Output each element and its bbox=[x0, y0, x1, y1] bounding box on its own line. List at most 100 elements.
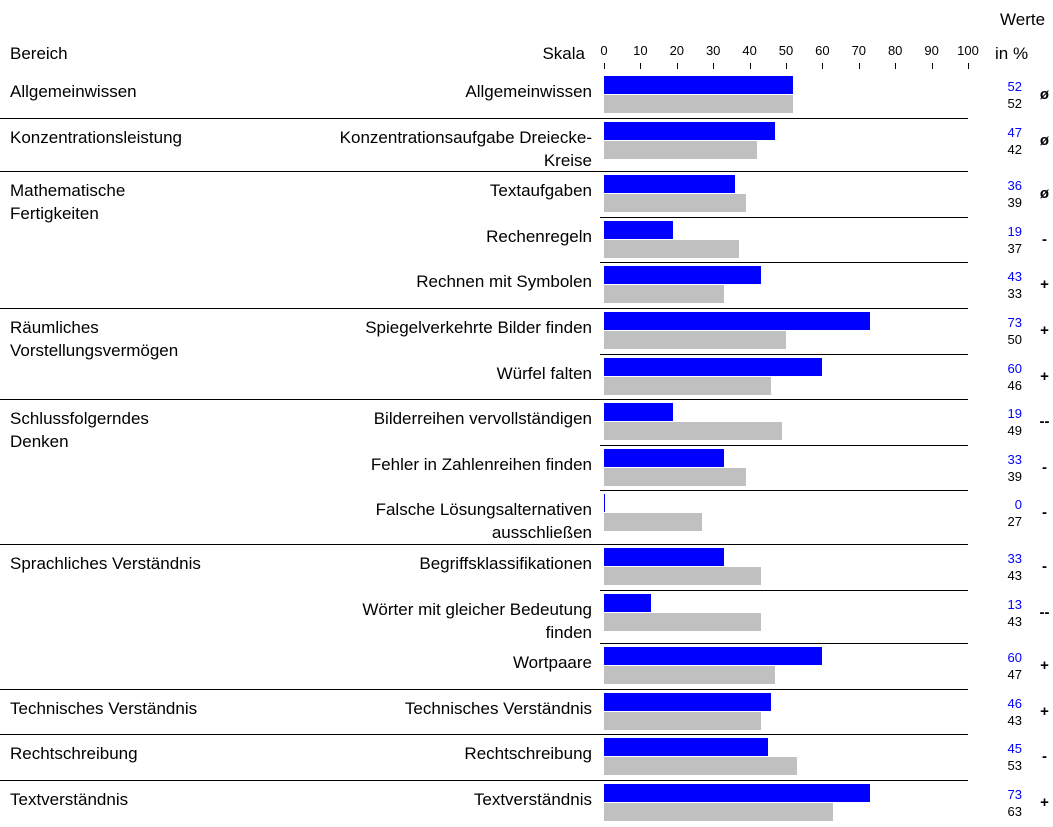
x-tick bbox=[604, 63, 605, 69]
x-tick-label: 10 bbox=[633, 43, 648, 58]
reference-label: 46 bbox=[1007, 377, 1022, 393]
reference-label: 43 bbox=[1007, 613, 1022, 629]
value-label: 19 bbox=[1007, 223, 1022, 239]
scale-label: Allgemeinwissen bbox=[465, 82, 592, 101]
value-label: 47 bbox=[1007, 124, 1022, 140]
values-unit: in % bbox=[995, 44, 1029, 63]
scale-label: Rechtschreibung bbox=[464, 744, 592, 764]
rating: - bbox=[1042, 504, 1047, 522]
area-header: Bereich bbox=[10, 44, 68, 63]
reference-bar bbox=[604, 612, 761, 631]
reference-bar bbox=[604, 194, 746, 213]
scale-label: Konzentrationsaufgabe Dreiecke- Kreise bbox=[339, 127, 592, 170]
value-bar bbox=[604, 357, 823, 376]
x-tick bbox=[640, 63, 642, 69]
reference-bar bbox=[604, 666, 776, 685]
rating: + bbox=[1040, 794, 1049, 811]
reference-label: 33 bbox=[1007, 286, 1022, 302]
value-bar bbox=[604, 448, 725, 467]
value-bar bbox=[604, 784, 870, 802]
value-label: 46 bbox=[1007, 695, 1022, 711]
reference-label: 43 bbox=[1007, 712, 1022, 728]
reference-bar bbox=[604, 757, 797, 776]
group-label: Textverständnis bbox=[10, 790, 129, 809]
reference-label: 37 bbox=[1007, 240, 1022, 256]
scale-label: Bilderreihen vervollständigen bbox=[373, 409, 592, 429]
x-tick-label: 20 bbox=[669, 43, 685, 58]
group-label: Konzentrationsleistung bbox=[10, 127, 183, 147]
value-bar bbox=[604, 403, 674, 422]
reference-bar bbox=[604, 285, 725, 304]
value-bar bbox=[604, 76, 794, 94]
x-tick bbox=[858, 63, 860, 69]
value-bar bbox=[604, 692, 772, 711]
group-label: Mathematische Fertigkeiten bbox=[10, 181, 126, 224]
scale-header: Skala bbox=[542, 44, 585, 63]
group-separator bbox=[0, 308, 968, 309]
x-tick bbox=[676, 63, 678, 69]
group-separator bbox=[0, 117, 968, 119]
reference-bar bbox=[604, 140, 757, 159]
reference-label: 43 bbox=[1007, 568, 1022, 583]
group-separator bbox=[0, 734, 968, 736]
scale-label: Würfel falten bbox=[496, 363, 592, 383]
value-label: 45 bbox=[1007, 741, 1022, 757]
scale-separator bbox=[600, 490, 968, 492]
rating: ø bbox=[1039, 185, 1050, 203]
x-tick bbox=[822, 63, 824, 69]
scale-label: Wörter mit gleicher Bedeutung finden bbox=[362, 599, 592, 642]
value-label: 0 bbox=[1014, 497, 1022, 513]
value-label: 33 bbox=[1007, 551, 1022, 566]
reference-bar bbox=[604, 513, 703, 532]
group-label: Sprachliches Verständnis bbox=[10, 554, 201, 573]
value-bar bbox=[604, 121, 776, 140]
scale-label: Falsche Lösungsalternativen ausschließen bbox=[375, 500, 592, 543]
reference-label: 39 bbox=[1007, 195, 1022, 211]
rating: - bbox=[1042, 558, 1047, 575]
rating: + bbox=[1040, 702, 1049, 720]
reference-bar bbox=[604, 567, 761, 585]
value-label: 73 bbox=[1007, 315, 1022, 330]
value-bar bbox=[604, 738, 768, 757]
x-tick-label: 70 bbox=[851, 43, 867, 58]
reference-bar bbox=[604, 239, 739, 258]
reference-bar bbox=[604, 422, 783, 441]
value-label: 52 bbox=[1007, 79, 1022, 94]
x-tick bbox=[713, 63, 715, 69]
x-tick-label: 0 bbox=[600, 43, 608, 58]
x-tick-label: 90 bbox=[924, 43, 939, 58]
reference-bar bbox=[604, 331, 786, 349]
reference-label: 50 bbox=[1007, 332, 1022, 347]
value-bar bbox=[604, 220, 674, 239]
group-label: Räumliches Vorstellungsvermögen bbox=[10, 318, 179, 360]
value-bar bbox=[604, 548, 725, 566]
reference-label: 39 bbox=[1007, 468, 1022, 484]
group-label: Allgemeinwissen bbox=[10, 82, 137, 101]
scale-separator bbox=[600, 216, 968, 218]
reference-bar bbox=[604, 711, 761, 730]
group-label: Schlussfolgerndes Denken bbox=[10, 409, 149, 452]
scale-label: Fehler in Zahlenreihen finden bbox=[370, 454, 592, 474]
value-label: 60 bbox=[1007, 360, 1022, 376]
scale-separator bbox=[600, 353, 968, 355]
reference-label: 49 bbox=[1007, 423, 1022, 439]
reference-label: 53 bbox=[1007, 758, 1022, 774]
x-tick-label: 60 bbox=[815, 43, 830, 58]
rating: + bbox=[1040, 367, 1049, 385]
value-bar bbox=[604, 266, 761, 285]
group-separator bbox=[0, 688, 968, 690]
group-label: Technisches Verständnis bbox=[10, 698, 198, 718]
values-header: Werte bbox=[1000, 10, 1046, 29]
value-label: 43 bbox=[1007, 269, 1022, 285]
rating: -- bbox=[1039, 603, 1050, 621]
value-label: 36 bbox=[1007, 178, 1022, 194]
x-tick-label: 30 bbox=[705, 43, 721, 58]
reference-bar bbox=[604, 95, 794, 113]
value-bar bbox=[604, 647, 823, 666]
reference-label: 47 bbox=[1007, 667, 1022, 683]
group-separator bbox=[0, 399, 968, 401]
scale-label: Rechnen mit Symbolen bbox=[416, 272, 592, 292]
x-tick bbox=[786, 63, 787, 69]
scale-label: Technisches Verständnis bbox=[404, 698, 592, 718]
